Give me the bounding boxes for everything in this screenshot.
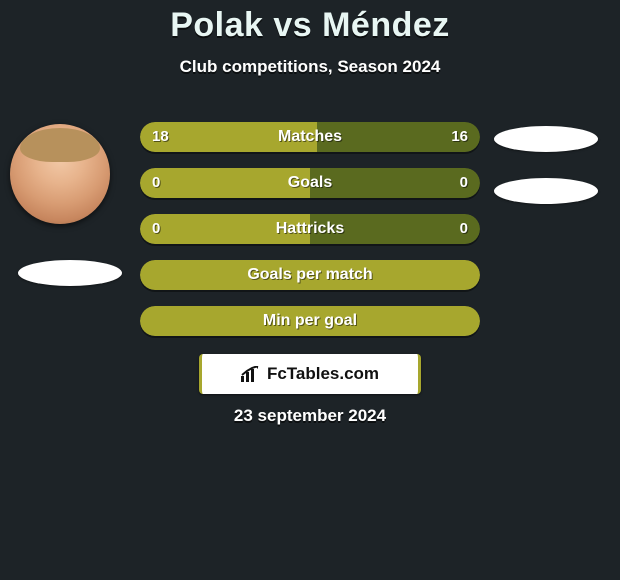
stat-row: 00Goals xyxy=(140,168,480,198)
player-left-club-oval xyxy=(18,260,122,286)
stat-row: 00Hattricks xyxy=(140,214,480,244)
player-right-club-oval xyxy=(494,178,598,204)
stat-label: Goals xyxy=(140,168,480,198)
player-left-avatar xyxy=(10,124,110,224)
stat-label: Min per goal xyxy=(140,306,480,336)
brand-text: FcTables.com xyxy=(267,364,379,384)
stat-row: Min per goal xyxy=(140,306,480,336)
stat-label: Hattricks xyxy=(140,214,480,244)
footer-date: 23 september 2024 xyxy=(234,406,386,425)
comparison-infographic: Polak vs Méndez Club competitions, Seaso… xyxy=(0,0,620,580)
stat-row: 1816Matches xyxy=(140,122,480,152)
stat-rows: 1816Matches 00Goals 00Hattricks Goals per m… xyxy=(140,122,480,352)
player-right-avatar-oval xyxy=(494,126,598,152)
stat-label: Matches xyxy=(140,122,480,152)
page-title: Polak vs Méndez xyxy=(0,0,620,45)
page-subtitle: Club competitions, Season 2024 xyxy=(0,57,620,77)
chart-icon xyxy=(241,366,261,382)
footer-date-wrap: 23 september 2024 xyxy=(0,406,620,426)
brand-badge: FcTables.com xyxy=(199,354,421,394)
stat-label: Goals per match xyxy=(140,260,480,290)
stat-row: Goals per match xyxy=(140,260,480,290)
